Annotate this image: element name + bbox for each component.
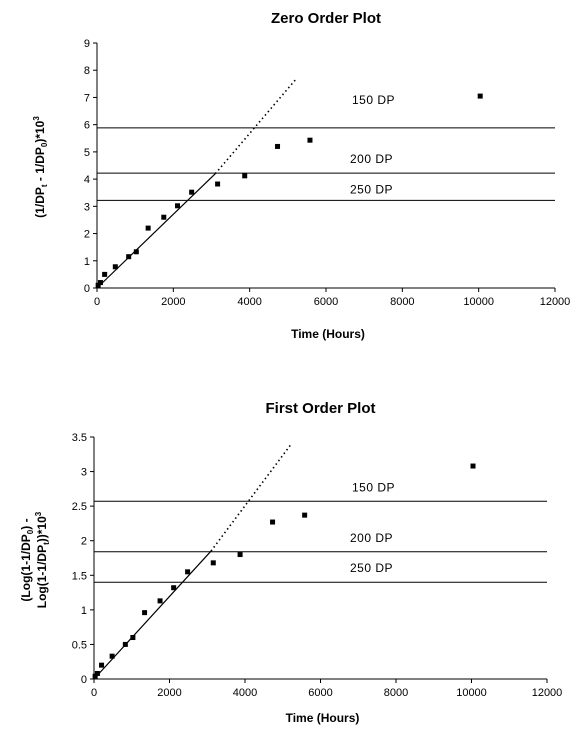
y-tick-label: 9 bbox=[84, 38, 90, 50]
data-point bbox=[97, 280, 103, 286]
data-point bbox=[477, 93, 483, 99]
data-point bbox=[133, 249, 139, 255]
data-point bbox=[307, 137, 313, 143]
reference-line-label: 200 DP bbox=[350, 531, 393, 545]
data-point bbox=[109, 653, 115, 659]
fit-line bbox=[96, 173, 216, 289]
data-point bbox=[122, 641, 128, 647]
data-point bbox=[302, 512, 308, 518]
data-point bbox=[215, 181, 221, 187]
y-tick-label: 7 bbox=[84, 92, 90, 104]
y-tick-label: 1 bbox=[81, 605, 87, 617]
x-axis-label: Time (Hours) bbox=[291, 327, 365, 341]
data-point bbox=[275, 143, 281, 149]
x-tick-label: 10000 bbox=[463, 296, 494, 308]
data-point bbox=[126, 254, 132, 260]
x-tick-label: 4000 bbox=[233, 687, 257, 699]
x-tick-label: 0 bbox=[94, 296, 100, 308]
y-tick-label: 6 bbox=[84, 120, 90, 132]
data-point bbox=[130, 635, 136, 641]
data-point bbox=[157, 598, 163, 604]
data-point bbox=[145, 225, 151, 231]
data-point bbox=[92, 673, 98, 679]
x-tick-label: 6000 bbox=[308, 687, 332, 699]
reference-line-label: 150 DP bbox=[352, 93, 395, 107]
data-point bbox=[99, 662, 105, 668]
reference-line-label: 250 DP bbox=[350, 182, 393, 196]
data-point bbox=[237, 552, 243, 558]
x-tick-label: 2000 bbox=[161, 296, 185, 308]
x-tick-label: 0 bbox=[91, 687, 97, 699]
chart-title: First Order Plot bbox=[265, 400, 375, 417]
reference-line-label: 250 DP bbox=[350, 561, 393, 575]
data-point bbox=[175, 203, 181, 209]
y-tick-label: 4 bbox=[84, 174, 90, 186]
y-tick-label: 2.5 bbox=[72, 501, 87, 513]
y-tick-label: 2 bbox=[81, 536, 87, 548]
y-tick-label: 2 bbox=[84, 229, 90, 241]
x-tick-label: 8000 bbox=[390, 296, 414, 308]
chart-2: First Order Plot 0 0.5 1 1.5 2 2.5 3 3.5 0 2000 400… bbox=[19, 400, 562, 725]
y-tick-label: 0.5 bbox=[72, 639, 87, 651]
data-point bbox=[102, 271, 108, 277]
y-tick-label: 0 bbox=[84, 283, 90, 295]
y-tick-label: 0 bbox=[81, 674, 87, 686]
data-point bbox=[470, 463, 476, 469]
data-point bbox=[270, 519, 276, 525]
y-axis-label: (1/DPt - 1/DP0)*103 bbox=[32, 116, 49, 218]
data-point bbox=[189, 189, 195, 195]
y-axis-label-line-1: (Log(1-1/DP0) - bbox=[19, 518, 35, 601]
data-point bbox=[242, 173, 248, 179]
x-tick-label: 2000 bbox=[157, 687, 181, 699]
y-axis-label-line-2: Log(1-1/DPt))*103 bbox=[34, 511, 51, 608]
x-tick-label: 12000 bbox=[540, 296, 571, 308]
fit-line bbox=[93, 550, 212, 680]
x-tick-label: 4000 bbox=[237, 296, 261, 308]
y-tick-label: 5 bbox=[84, 147, 90, 159]
fit-line-extension bbox=[210, 444, 291, 552]
data-point bbox=[161, 214, 167, 220]
data-point bbox=[95, 282, 101, 288]
fit-line-extension bbox=[214, 79, 297, 175]
data-point bbox=[94, 670, 100, 676]
data-point bbox=[210, 560, 216, 566]
data-point bbox=[185, 569, 191, 575]
data-point bbox=[142, 610, 148, 616]
data-point bbox=[112, 264, 118, 270]
x-tick-label: 6000 bbox=[314, 296, 338, 308]
y-tick-label: 1.5 bbox=[72, 570, 87, 582]
y-tick-label: 3 bbox=[81, 467, 87, 479]
y-tick-label: 1 bbox=[84, 256, 90, 268]
x-tick-label: 10000 bbox=[456, 687, 487, 699]
y-tick-label: 8 bbox=[84, 65, 90, 77]
reference-line-label: 200 DP bbox=[350, 152, 393, 166]
chart-title: Zero Order Plot bbox=[271, 10, 381, 27]
chart-1: Zero Order Plot 0 1 2 3 4 5 6 7 8 9 0 2000 4000 6000 80… bbox=[32, 10, 570, 341]
x-tick-label: 12000 bbox=[532, 687, 563, 699]
x-axis-label: Time (Hours) bbox=[286, 711, 360, 725]
x-tick-label: 8000 bbox=[384, 687, 408, 699]
reference-line-label: 150 DP bbox=[352, 480, 395, 494]
y-tick-label: 3 bbox=[84, 201, 90, 213]
data-point bbox=[171, 585, 177, 591]
y-tick-label: 3.5 bbox=[72, 432, 87, 444]
